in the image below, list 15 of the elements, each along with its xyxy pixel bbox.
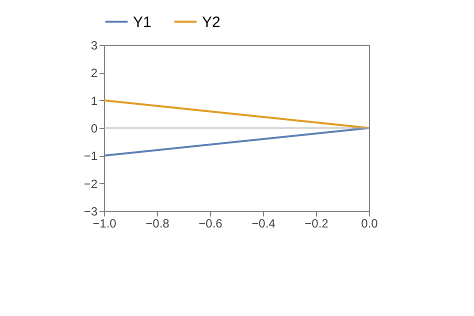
y-tick-label: 0	[90, 122, 98, 136]
x-tick-label: −0.4	[252, 216, 276, 230]
y-tick-label: 1	[90, 94, 98, 108]
x-tick-label: −0.6	[198, 216, 223, 230]
legend-label: Y1	[133, 14, 152, 31]
y-tick-label: −1	[84, 149, 98, 164]
y-tick-label: −3	[84, 204, 98, 218]
x-tick-label: 0.0	[361, 216, 378, 230]
x-tick-label: −1.0	[92, 216, 117, 230]
legend-label: Y2	[202, 14, 220, 31]
y-tick-label: 2	[90, 66, 98, 80]
y-tick-label: −2	[84, 176, 98, 191]
x-tick-label: −0.8	[146, 216, 170, 230]
x-tick-label: −0.2	[304, 216, 329, 230]
y-tick-label: 3	[90, 38, 98, 52]
